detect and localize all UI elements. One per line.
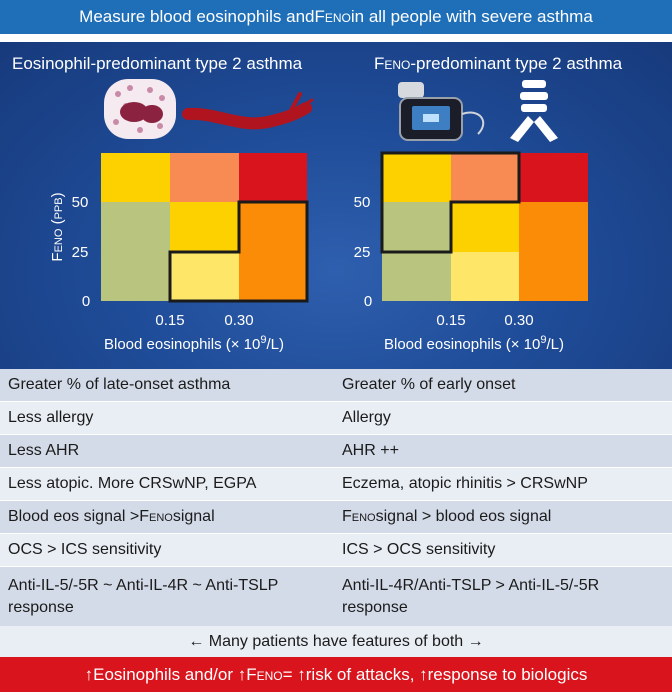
row-right: Eczema, atopic rhinitis > CRSwNP (342, 475, 588, 492)
right-cell-bottom-mid (451, 252, 519, 301)
left-x-tick-015: 0.15 (155, 312, 184, 329)
right-cell-top-low (382, 153, 451, 202)
table-row: OCS > ICS sensitivity ICS > OCS sensitiv… (0, 534, 672, 567)
footer-part2: = ↑risk of attacks, ↑response to biologi… (282, 664, 588, 684)
left-cell-mid-mid (170, 202, 239, 252)
left-cell-top-high (239, 153, 307, 202)
row-left: OCS > ICS sensitivity (8, 541, 162, 558)
right-heatmap (380, 151, 588, 301)
row-right: AHR ++ (342, 442, 399, 459)
comparison-table: Greater % of late-onset asthma Greater %… (0, 369, 672, 628)
table-row: Greater % of late-onset asthma Greater %… (0, 369, 672, 402)
left-cell-bottom-mid (170, 252, 239, 301)
right-x-label-unit: /L) (546, 336, 564, 353)
right-cell-top-high (519, 153, 588, 202)
row-left-feno: Feno (139, 508, 173, 525)
left-y-tick-50: 50 (72, 194, 89, 211)
left-x-label-main: Blood eosinophils (× 10 (104, 336, 260, 353)
left-y-tick-0: 0 (82, 293, 90, 310)
eosinophil-cell-icon (104, 79, 176, 139)
row-right: Anti-IL-4R/Anti-TSLP > Anti-IL-5/-5R res… (342, 577, 600, 616)
row-right-post: signal > blood eos signal (375, 508, 552, 525)
right-cell-bottom-low (382, 252, 451, 301)
left-heatmap (101, 153, 309, 303)
table-row: Less atopic. More CRSwNP, EGPA Eczema, a… (0, 468, 672, 501)
row-right: ICS > OCS sensitivity (342, 541, 496, 558)
banner-feno: Feno (314, 7, 351, 26)
row-right: Allergy (342, 409, 391, 426)
top-banner: Measure blood eosinophils and Feno in al… (0, 0, 672, 34)
table-row: Anti-IL-5/-5R ~ Anti-IL-4R ~ Anti-TSLP r… (0, 567, 672, 628)
left-x-axis-label: Blood eosinophils (× 109/L) (104, 334, 284, 353)
right-cell-mid-mid (451, 202, 519, 252)
left-region-outline (168, 200, 309, 303)
row-right: Greater % of early onset (342, 376, 516, 393)
left-cell-mid-high (239, 202, 307, 252)
table-row: Less AHR AHR ++ (0, 435, 672, 468)
row-right-feno: Feno (342, 508, 376, 525)
row-left-pre: Blood eos signal > (8, 508, 140, 525)
footer-part1: ↑Eosinophils and/or ↑ (84, 664, 247, 684)
left-cell-bottom-low (101, 252, 170, 301)
right-y-tick-0: 0 (364, 293, 372, 310)
right-cell-mid-high (519, 202, 588, 252)
row-left: Blood eos signal > Feno signal (0, 501, 336, 533)
airway-icon (510, 80, 558, 142)
right-y-tick-25: 25 (354, 244, 371, 261)
right-title-feno: Feno (374, 54, 411, 73)
right-cell-bottom-high (519, 252, 588, 301)
row-right: Feno signal > blood eos signal (336, 501, 672, 533)
row-left: Less atopic. More CRSwNP, EGPA (8, 475, 257, 492)
footer-feno: Feno (246, 664, 283, 684)
right-x-tick-030: 0.30 (504, 312, 533, 329)
left-x-label-unit: /L) (266, 336, 284, 353)
left-cell-top-low (101, 153, 170, 202)
banner-prefix: Measure blood eosinophils and (79, 7, 315, 26)
right-x-label-main: Blood eosinophils (× 10 (384, 336, 540, 353)
left-x-tick-030: 0.30 (224, 312, 253, 329)
row-left: Less AHR (8, 442, 80, 459)
right-region-outline (380, 151, 521, 254)
right-x-tick-015: 0.15 (436, 312, 465, 329)
right-y-tick-50: 50 (354, 194, 371, 211)
table-row: Less allergy Allergy (0, 402, 672, 435)
panel-graphics: 50 25 0 0.15 0.30 Blood eosinophils (× 1… (49, 79, 588, 353)
right-title-rest: -predominant type 2 asthma (410, 54, 623, 73)
row-left: Less allergy (8, 409, 94, 426)
right-panel-title: Feno-predominant type 2 asthma (374, 54, 622, 74)
left-cell-bottom-high (239, 252, 307, 301)
both-features-note: ← Many patients have features of both → (0, 626, 672, 657)
left-cell-top-mid (170, 153, 239, 202)
phenotype-panels: Eosinophil-predominant type 2 asthma Fen… (0, 42, 672, 369)
row-left: Greater % of late-onset asthma (8, 376, 231, 393)
left-panel-title: Eosinophil-predominant type 2 asthma (12, 54, 303, 73)
row-left-post: signal (172, 508, 215, 525)
left-x-label-sup: 9 (260, 334, 266, 346)
banner-suffix: in all people with severe asthma (350, 7, 593, 26)
bottom-banner: ↑Eosinophils and/or ↑ Feno = ↑risk of att… (0, 657, 672, 692)
left-y-axis-label: Feno (ppb) (49, 192, 66, 261)
right-x-label-sup: 9 (540, 334, 546, 346)
left-cell-mid-low (101, 202, 170, 252)
right-cell-top-mid (451, 153, 519, 202)
right-cell-mid-low (382, 202, 451, 252)
blood-vessel-icon (182, 92, 314, 130)
right-x-axis-label: Blood eosinophils (× 109/L) (384, 334, 564, 353)
left-y-tick-25: 25 (72, 244, 89, 261)
feno-device-icon (398, 82, 485, 141)
table-row: Blood eos signal > Feno signal Feno sign… (0, 501, 672, 534)
row-left: Anti-IL-5/-5R ~ Anti-IL-4R ~ Anti-TSLP r… (8, 577, 279, 616)
